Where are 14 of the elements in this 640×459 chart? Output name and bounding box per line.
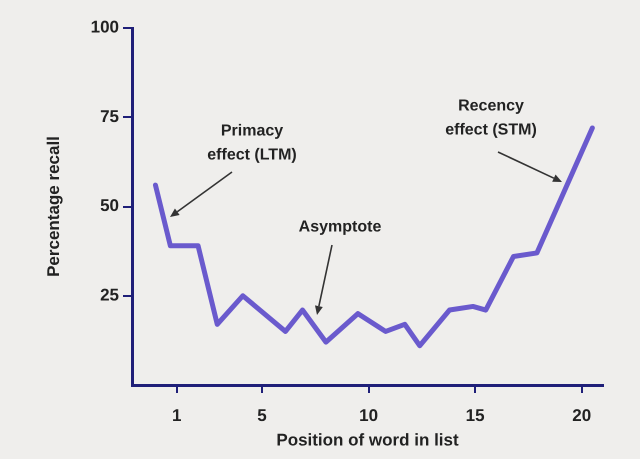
annotation: Asymptote bbox=[298, 218, 382, 236]
x-axis-title: Position of word in list bbox=[276, 430, 459, 450]
x-tick-label: 15 bbox=[466, 406, 485, 425]
annotation: Recency effect (STM) bbox=[445, 97, 537, 138]
x-tick-label: 5 bbox=[257, 406, 267, 425]
x-tick-label: 10 bbox=[359, 406, 378, 425]
annotation: Primacy effect (LTM) bbox=[207, 122, 297, 164]
y-axis-title: Percentage recall bbox=[44, 136, 63, 277]
y-tick-label: 75 bbox=[100, 106, 119, 126]
y-tick-label: 50 bbox=[100, 196, 119, 216]
x-tick-label: 1 bbox=[172, 406, 182, 425]
y-tick-label: 100 bbox=[90, 18, 119, 37]
y-tick-label: 25 bbox=[100, 285, 119, 304]
x-tick-label: 20 bbox=[572, 406, 592, 425]
